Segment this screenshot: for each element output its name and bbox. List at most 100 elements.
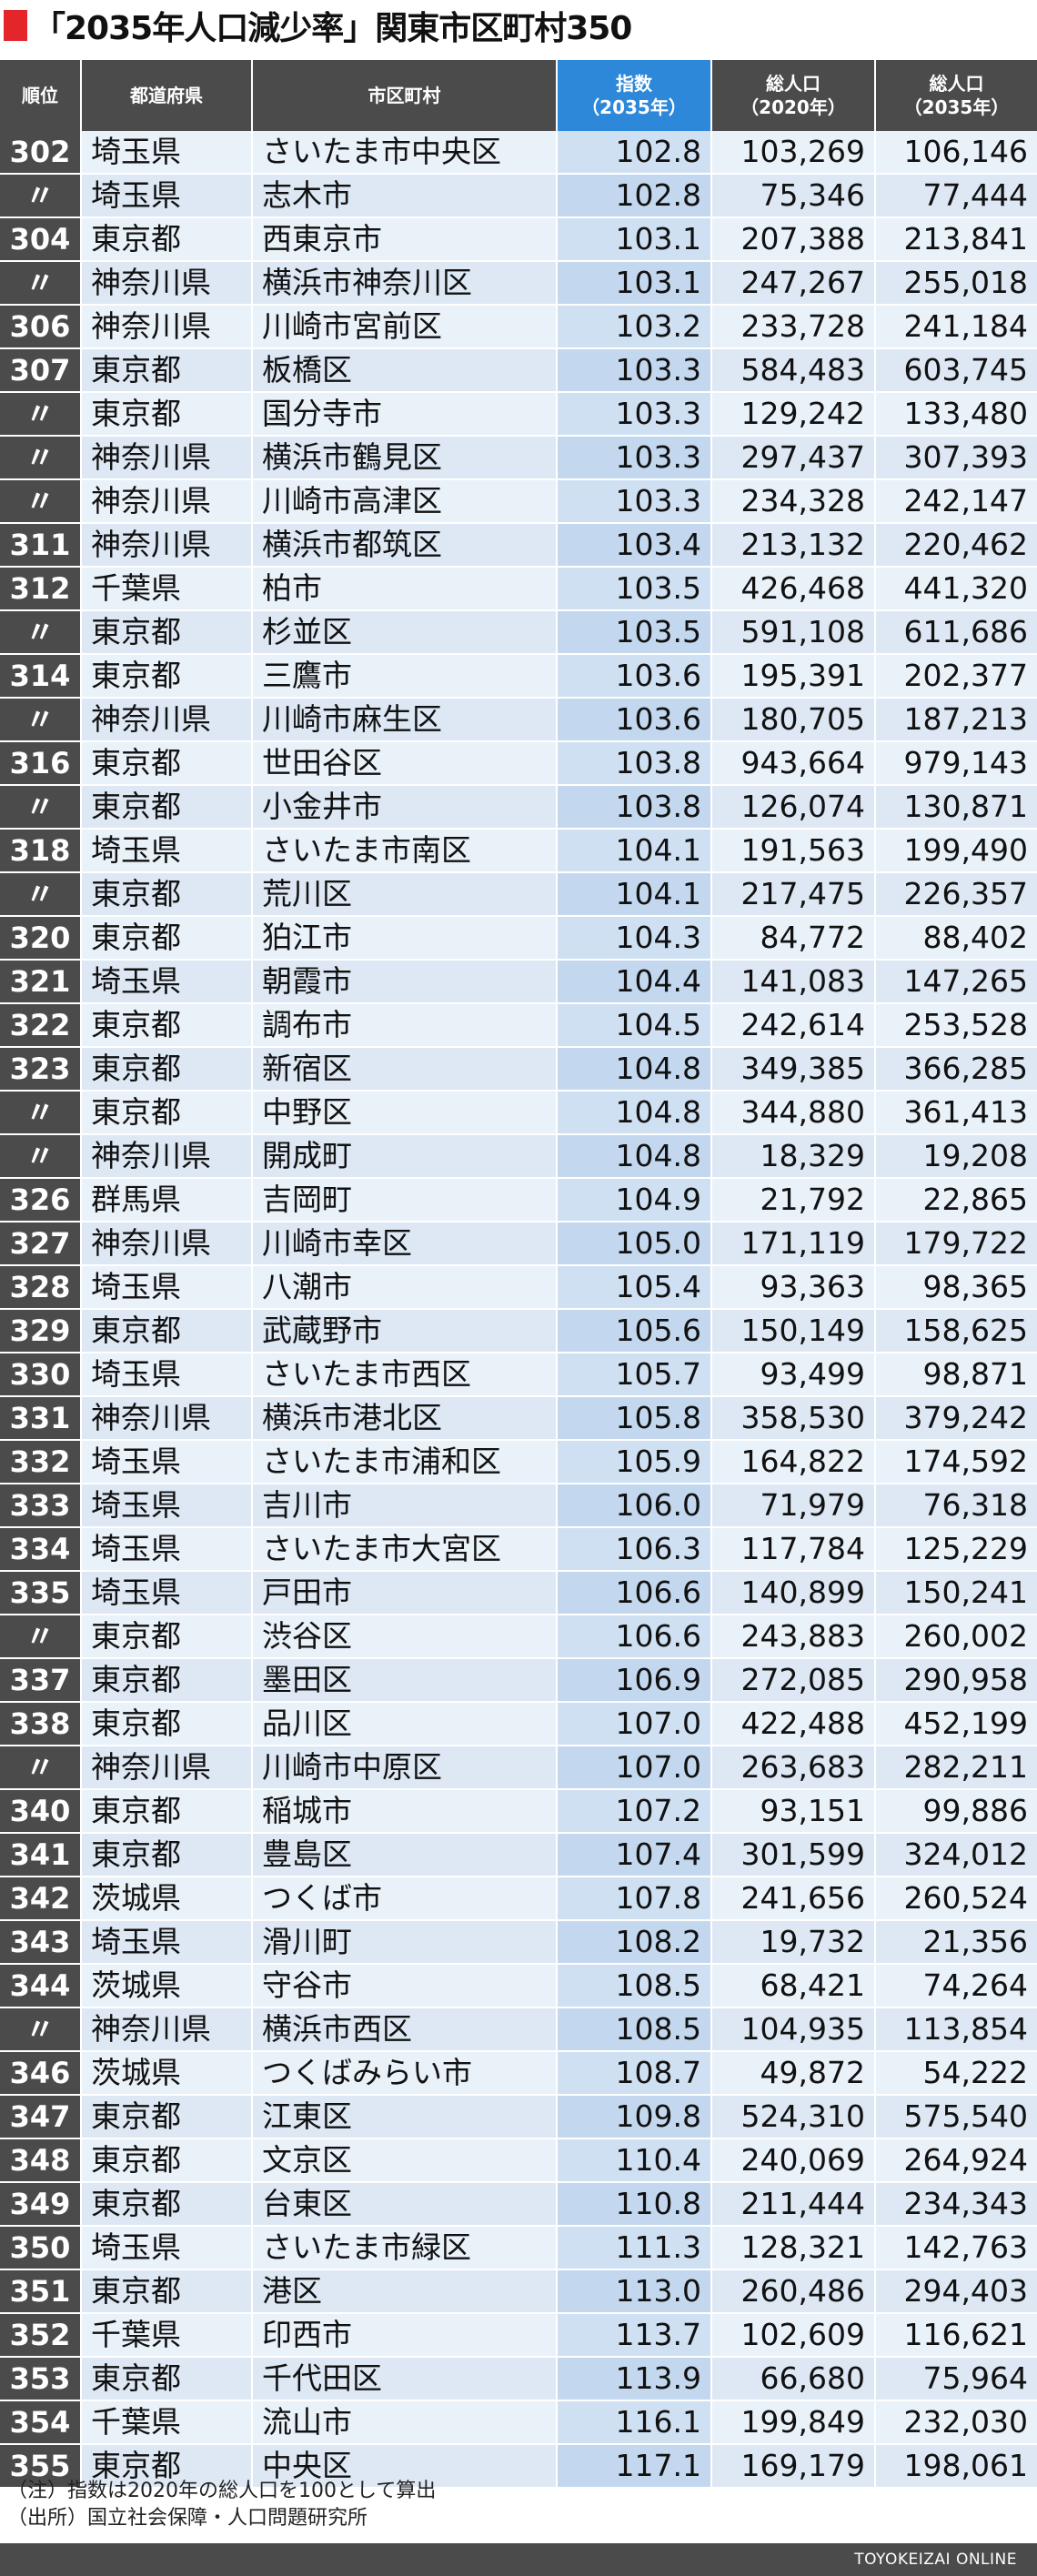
rank-cell: 322 bbox=[0, 1003, 82, 1048]
municipality-cell: 吉岡町 bbox=[252, 1178, 558, 1223]
prefecture-cell: 埼玉県 bbox=[81, 1440, 253, 1484]
population-2020-cell: 141,083 bbox=[711, 960, 876, 1004]
population-2035-cell: 88,402 bbox=[875, 916, 1037, 961]
municipality-cell: 中野区 bbox=[252, 1091, 558, 1135]
table-row: 343 埼玉県 滑川町 108.2 19,732 21,356 bbox=[0, 1920, 1037, 1965]
index-cell: 103.1 bbox=[557, 217, 712, 262]
table-row: 340 東京都 稲城市 107.2 93,151 99,886 bbox=[0, 1789, 1037, 1834]
rank-cell: 337 bbox=[0, 1658, 82, 1703]
municipality-cell: さいたま市中央区 bbox=[252, 131, 558, 175]
prefecture-cell: 茨城県 bbox=[81, 2051, 253, 2096]
prefecture-cell: 東京都 bbox=[81, 1091, 253, 1135]
rank-cell: 349 bbox=[0, 2182, 82, 2227]
footer-bar: TOYOKEIZAI ONLINE bbox=[0, 2543, 1037, 2576]
municipality-cell: つくば市 bbox=[252, 1877, 558, 1921]
index-cell: 117.1 bbox=[557, 2444, 712, 2489]
table-row: 337 東京都 墨田区 106.9 272,085 290,958 bbox=[0, 1658, 1037, 1703]
prefecture-cell: 東京都 bbox=[81, 1615, 253, 1659]
municipality-cell: 横浜市鶴見区 bbox=[252, 436, 558, 480]
prefecture-cell: 東京都 bbox=[81, 1047, 253, 1092]
index-cell: 103.3 bbox=[557, 348, 712, 393]
municipality-cell: 守谷市 bbox=[252, 1964, 558, 2008]
municipality-cell: 新宿区 bbox=[252, 1047, 558, 1092]
population-2035-cell: 98,365 bbox=[875, 1265, 1037, 1310]
population-2035-cell: 441,320 bbox=[875, 567, 1037, 611]
rank-cell: 311 bbox=[0, 523, 82, 568]
rank-cell: 330 bbox=[0, 1353, 82, 1397]
rank-cell: 318 bbox=[0, 829, 82, 873]
municipality-cell: 世田谷区 bbox=[252, 741, 558, 786]
rank-cell: 326 bbox=[0, 1178, 82, 1223]
population-2020-cell: 426,468 bbox=[711, 567, 876, 611]
rank-cell: 354 bbox=[0, 2400, 82, 2445]
population-2035-cell: 113,854 bbox=[875, 2007, 1037, 2052]
index-cell: 108.5 bbox=[557, 1964, 712, 2008]
population-2035-cell: 452,199 bbox=[875, 1702, 1037, 1746]
population-2035-cell: 361,413 bbox=[875, 1091, 1037, 1135]
prefecture-cell: 東京都 bbox=[81, 2095, 253, 2139]
prefecture-cell: 神奈川県 bbox=[81, 1222, 253, 1266]
population-2035-cell: 76,318 bbox=[875, 1484, 1037, 1528]
table-row: 342 茨城県 つくば市 107.8 241,656 260,524 bbox=[0, 1877, 1037, 1921]
population-2020-cell: 243,883 bbox=[711, 1615, 876, 1659]
municipality-cell: さいたま市南区 bbox=[252, 829, 558, 873]
municipality-cell: 小金井市 bbox=[252, 785, 558, 830]
index-cell: 105.7 bbox=[557, 1353, 712, 1397]
population-2020-cell: 260,486 bbox=[711, 2269, 876, 2314]
table-row: 321 埼玉県 朝霞市 104.4 141,083 147,265 bbox=[0, 960, 1037, 1004]
table-row: 311 神奈川県 横浜市都筑区 103.4 213,132 220,462 bbox=[0, 523, 1037, 568]
ranking-table: 順位 都道府県 市区町村 指数 （2035年） 総人口 （2020年） 総人口 （20… bbox=[0, 60, 1037, 2489]
prefecture-cell: 埼玉県 bbox=[81, 2226, 253, 2270]
table-row: 338 東京都 品川区 107.0 422,488 452,199 bbox=[0, 1702, 1037, 1746]
title-marker bbox=[4, 10, 27, 41]
population-2035-cell: 575,540 bbox=[875, 2095, 1037, 2139]
municipality-cell: 滑川町 bbox=[252, 1920, 558, 1965]
population-2020-cell: 195,391 bbox=[711, 654, 876, 699]
municipality-cell: 志木市 bbox=[252, 174, 558, 218]
population-2035-cell: 21,356 bbox=[875, 1920, 1037, 1965]
municipality-cell: 板橋区 bbox=[252, 348, 558, 393]
population-2035-cell: 324,012 bbox=[875, 1833, 1037, 1877]
index-cell: 103.8 bbox=[557, 785, 712, 830]
header-population-2035: 総人口 （2035年） bbox=[875, 60, 1037, 131]
municipality-cell: 朝霞市 bbox=[252, 960, 558, 1004]
index-cell: 104.8 bbox=[557, 1134, 712, 1179]
index-cell: 103.3 bbox=[557, 392, 712, 437]
table-row: 〃東京都 荒川区 104.1 217,475 226,357 bbox=[0, 872, 1037, 917]
population-2035-cell: 232,030 bbox=[875, 2400, 1037, 2445]
note-calculation: （注）指数は2020年の総人口を100として算出 bbox=[7, 2480, 437, 2502]
population-2035-cell: 116,621 bbox=[875, 2313, 1037, 2358]
table-row: 〃神奈川県 横浜市西区 108.5 104,935 113,854 bbox=[0, 2007, 1037, 2052]
rank-cell: 338 bbox=[0, 1702, 82, 1746]
rank-cell: 314 bbox=[0, 654, 82, 699]
municipality-cell: 西東京市 bbox=[252, 217, 558, 262]
index-cell: 107.0 bbox=[557, 1702, 712, 1746]
prefecture-cell: 東京都 bbox=[81, 1789, 253, 1834]
index-cell: 105.0 bbox=[557, 1222, 712, 1266]
population-2020-cell: 524,310 bbox=[711, 2095, 876, 2139]
population-2035-cell: 379,242 bbox=[875, 1396, 1037, 1441]
population-2035-cell: 294,403 bbox=[875, 2269, 1037, 2314]
table-row: 354 千葉県 流山市 116.1 199,849 232,030 bbox=[0, 2400, 1037, 2445]
prefecture-cell: 東京都 bbox=[81, 1309, 253, 1353]
table-row: 331 神奈川県 横浜市港北区 105.8 358,530 379,242 bbox=[0, 1396, 1037, 1441]
municipality-cell: 川崎市高津区 bbox=[252, 479, 558, 524]
prefecture-cell: 埼玉県 bbox=[81, 829, 253, 873]
table-row: 335 埼玉県 戸田市 106.6 140,899 150,241 bbox=[0, 1571, 1037, 1615]
rank-cell: 335 bbox=[0, 1571, 82, 1615]
prefecture-cell: 東京都 bbox=[81, 610, 253, 655]
population-2035-cell: 290,958 bbox=[875, 1658, 1037, 1703]
municipality-cell: 川崎市幸区 bbox=[252, 1222, 558, 1266]
index-cell: 103.2 bbox=[557, 305, 712, 349]
municipality-cell: 八潮市 bbox=[252, 1265, 558, 1310]
rank-cell: 321 bbox=[0, 960, 82, 1004]
index-cell: 113.0 bbox=[557, 2269, 712, 2314]
prefecture-cell: 埼玉県 bbox=[81, 131, 253, 175]
population-2035-cell: 22,865 bbox=[875, 1178, 1037, 1223]
index-cell: 106.9 bbox=[557, 1658, 712, 1703]
table-row: 349 東京都 台東区 110.8 211,444 234,343 bbox=[0, 2182, 1037, 2227]
prefecture-cell: 東京都 bbox=[81, 654, 253, 699]
municipality-cell: 文京区 bbox=[252, 2138, 558, 2183]
population-2035-cell: 202,377 bbox=[875, 654, 1037, 699]
rank-cell: 347 bbox=[0, 2095, 82, 2139]
